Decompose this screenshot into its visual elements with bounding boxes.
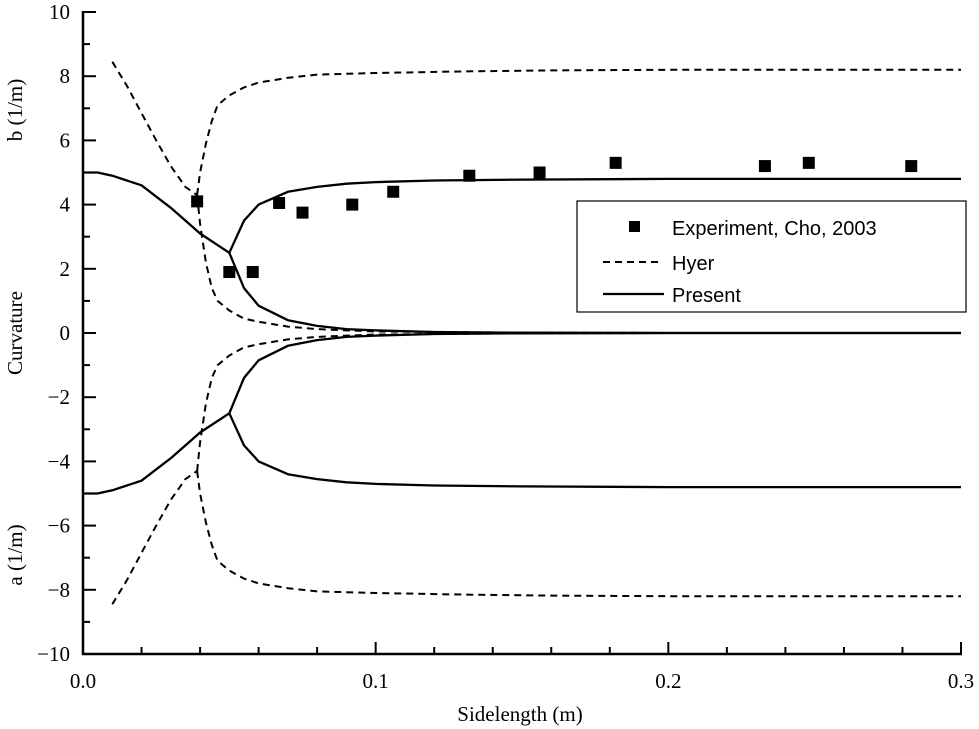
experiment-data-point (296, 206, 309, 219)
y-tick-label: 0 (60, 321, 71, 345)
y-tick-label: −6 (48, 514, 70, 538)
x-tick-label: 0.0 (70, 669, 96, 693)
y-tick-label: −8 (48, 578, 70, 602)
experiment-markers (191, 156, 918, 279)
legend-label-hyer: Hyer (672, 253, 715, 275)
present-curve (228, 331, 961, 414)
x-tick-label: 0.2 (655, 669, 681, 693)
experiment-data-point (191, 195, 204, 208)
experiment-data-point (802, 156, 815, 169)
present-curve (228, 412, 961, 489)
present-curve (83, 171, 230, 254)
experiment-data-point (533, 166, 546, 179)
y-tick-label: −2 (48, 385, 70, 409)
experiment-data-point (246, 266, 259, 279)
legend: Experiment, Cho, 2003 Hyer Present (576, 200, 967, 313)
experiment-data-point (346, 198, 359, 211)
x-axis-title: Sidelength (m) (457, 702, 582, 726)
experiment-data-point (758, 160, 771, 173)
y-axis-title: Curvature (3, 291, 27, 375)
axes: 10 8 6 4 2 0 −2 −4 −6 −8 −10 0.0 0.1 0.2 0.3 (37, 0, 974, 693)
y-axis-title-bottom: a (1/m) (3, 524, 27, 585)
y-tick-label: 6 (60, 128, 71, 152)
hyer-curve (196, 332, 961, 472)
x-tick-label: 0.1 (363, 669, 389, 693)
legend-label-present: Present (672, 285, 741, 307)
hyer-curve (111, 470, 198, 605)
y-tick-label: 10 (49, 0, 70, 24)
experiment-data-point (273, 196, 286, 209)
experiment-data-point (905, 160, 918, 173)
experiment-data-point (463, 169, 476, 182)
y-tick-label: −4 (48, 449, 71, 473)
experiment-data-point (387, 185, 400, 198)
legend-label-experiment: Experiment, Cho, 2003 (672, 218, 877, 240)
plot-series (83, 61, 961, 605)
hyer-curve (196, 470, 961, 598)
y-tick-label: −10 (37, 642, 70, 666)
experiment-data-point (609, 156, 622, 169)
y-tick-label: 2 (60, 257, 71, 281)
y-axis-title-top: b (1/m) (3, 79, 27, 141)
present-curve (83, 412, 230, 495)
hyer-curve (111, 61, 198, 196)
y-tick-label: 8 (60, 64, 71, 88)
x-axis-ticks: 0.0 0.1 0.2 0.3 (70, 642, 974, 693)
legend-square-marker-icon (629, 221, 640, 232)
hyer-curve (196, 68, 961, 196)
y-tick-label: 4 (60, 193, 71, 217)
experiment-data-point (223, 266, 236, 279)
x-tick-label: 0.3 (948, 669, 974, 693)
y-axis-ticks: 10 8 6 4 2 0 −2 −4 −6 −8 −10 (37, 0, 96, 666)
present-curve (228, 177, 961, 254)
